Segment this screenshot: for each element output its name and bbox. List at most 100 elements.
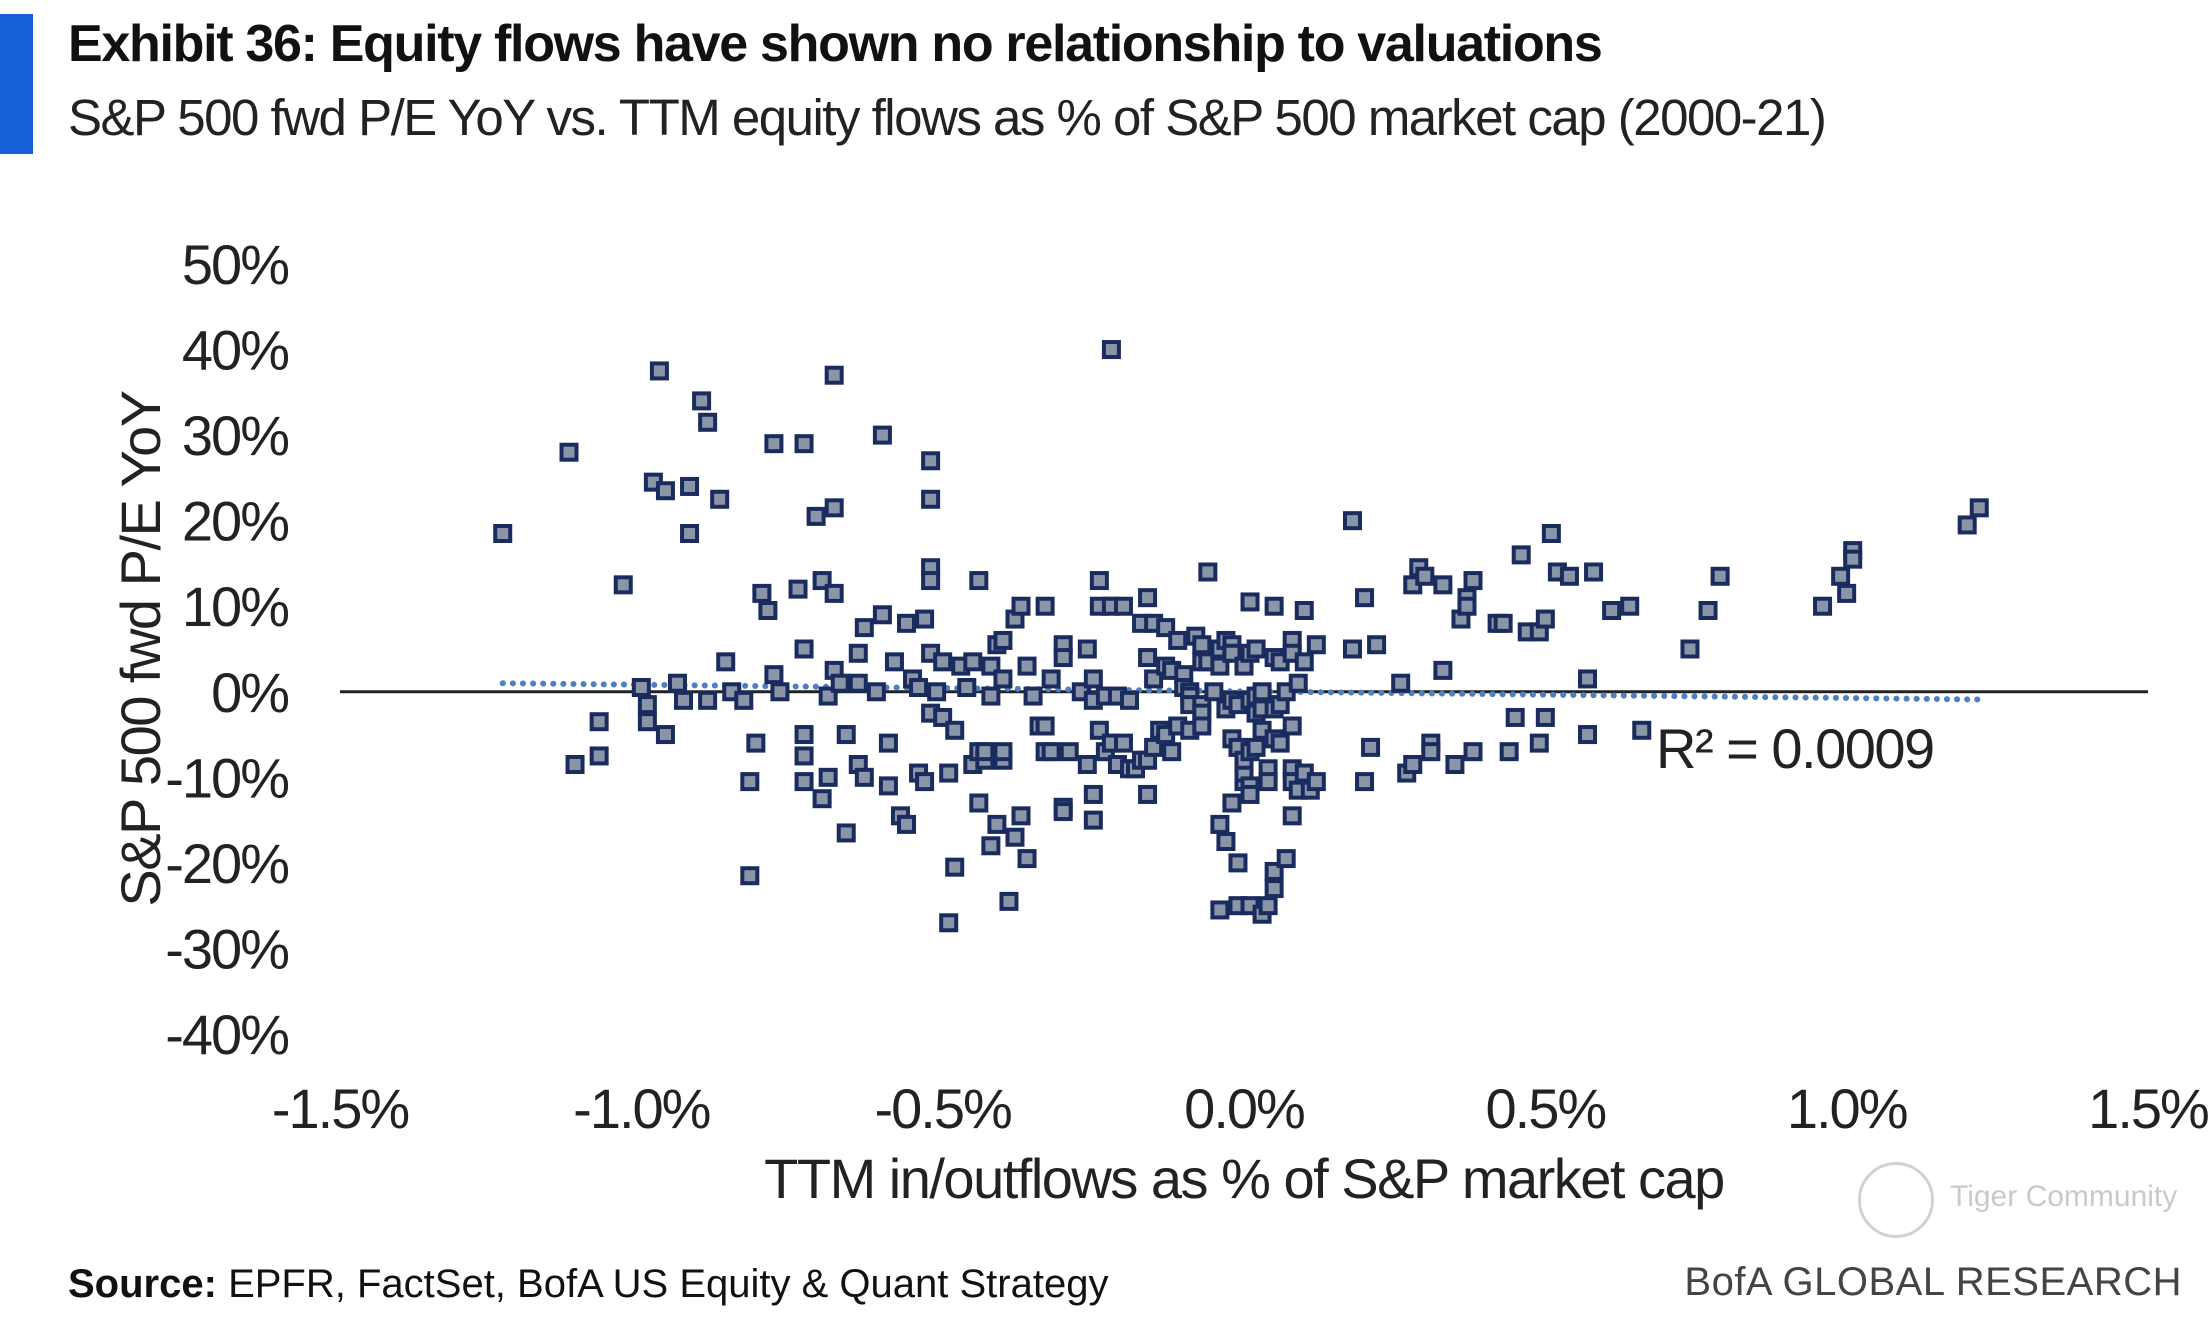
- scatter-point: [1017, 656, 1037, 676]
- scatter-point: [872, 425, 892, 445]
- watermark-text: Tiger Community: [1950, 1180, 2178, 1213]
- scatter-point: [1421, 742, 1441, 762]
- x-tick-label: 0.0%: [1184, 1077, 1304, 1140]
- x-axis-ticks: -1.5% -1.0% -0.5% 0.0% 0.5% 1.0% 1.5%: [272, 1077, 2210, 1140]
- y-axis-ticks: 50% 40% 30% 20% 10% 0% -10% -20% -30% -40%: [165, 233, 290, 1066]
- scatter-point: [752, 583, 772, 603]
- scatter-point: [824, 498, 844, 518]
- scatter-point: [740, 866, 760, 886]
- scatter-point: [674, 690, 694, 710]
- scatter-point: [1680, 639, 1700, 659]
- y-axis-title: S&P 500 fwd P/E YoY: [109, 390, 172, 906]
- scatter-point: [637, 695, 657, 715]
- scatter-point: [1698, 601, 1718, 620]
- scatter-point: [740, 772, 760, 792]
- scatter-point: [1535, 609, 1555, 629]
- scatter-point: [969, 571, 989, 591]
- scatter-point: [1361, 737, 1381, 757]
- scatter-point: [824, 583, 844, 603]
- scatter-point: [1837, 583, 1857, 603]
- y-tick-label: -40%: [165, 1003, 288, 1066]
- scatter-point: [692, 391, 712, 411]
- scatter-point: [589, 746, 609, 766]
- scatter-point: [1264, 596, 1284, 616]
- scatter-point: [884, 652, 904, 672]
- scatter-point: [1463, 742, 1483, 762]
- scatter-point: [493, 524, 513, 543]
- scatter-point: [993, 630, 1013, 650]
- scatter-point: [1053, 802, 1073, 822]
- scatter-point: [758, 601, 778, 620]
- scatter-point: [999, 891, 1019, 911]
- scatter-point: [1035, 596, 1055, 616]
- scatter-point: [818, 767, 838, 787]
- scatter-point: [1282, 716, 1302, 736]
- scatter-point: [680, 524, 700, 543]
- scatter-point: [1535, 707, 1555, 727]
- scatter-point: [921, 571, 941, 591]
- scatter-point: [1270, 733, 1290, 753]
- scatter-point: [1415, 566, 1435, 586]
- scatter-point: [806, 506, 826, 526]
- scatter-point: [1168, 630, 1188, 650]
- x-tick-label: 0.5%: [1486, 1077, 1606, 1140]
- scatter-point: [969, 793, 989, 813]
- scatter-point: [1493, 613, 1513, 633]
- scatter-point: [1041, 742, 1061, 762]
- scatter-point: [613, 575, 633, 595]
- scatter-point: [764, 434, 784, 454]
- scatter-point: [764, 665, 784, 685]
- scatter-point: [987, 814, 1007, 834]
- scatter-point: [1403, 755, 1423, 774]
- scatter-point: [1101, 340, 1121, 360]
- scatter-point: [812, 789, 832, 809]
- scatter-point: [1306, 635, 1326, 655]
- y-tick-label: 30%: [182, 404, 288, 467]
- scatter-point: [1246, 639, 1266, 659]
- scatter-point: [637, 712, 657, 732]
- scatter-point: [921, 451, 941, 471]
- scatter-point: [1367, 635, 1387, 655]
- scatter-point: [921, 489, 941, 509]
- scatter-point: [1083, 810, 1103, 830]
- scatter-point: [1222, 793, 1242, 813]
- scatter-point: [631, 678, 651, 697]
- scatter-point: [680, 476, 700, 496]
- r-squared-annotation: R² = 0.0009: [1656, 717, 1934, 780]
- scatter-point: [1216, 832, 1236, 851]
- scatter-point: [794, 772, 814, 792]
- scatter-point: [1077, 755, 1097, 774]
- scatter-points: [493, 340, 1989, 933]
- x-axis-title: TTM in/outflows as % of S&P market cap: [764, 1147, 1724, 1210]
- scatter-point: [698, 412, 718, 432]
- scatter-point: [1294, 601, 1314, 620]
- scatter-point: [945, 720, 965, 740]
- scatter-point: [915, 609, 935, 629]
- scatter-point: [794, 746, 814, 766]
- scatter-point: [1210, 900, 1230, 920]
- x-tick-label: 1.0%: [1787, 1077, 1907, 1140]
- scatter-point: [1059, 742, 1079, 762]
- scatter-point: [559, 442, 579, 462]
- scatter-point: [1282, 806, 1302, 826]
- scatter-point: [1264, 879, 1284, 899]
- scatter-point: [939, 913, 959, 933]
- scatter-point: [897, 613, 917, 633]
- source-footnote: Source: EPFR, FactSet, BofA US Equity & …: [68, 1262, 1108, 1307]
- scatter-point: [854, 618, 874, 638]
- scatter-point: [1831, 566, 1851, 586]
- source-text: EPFR, FactSet, BofA US Equity & Quant St…: [228, 1262, 1109, 1306]
- scatter-point: [1011, 596, 1031, 616]
- scatter-point: [716, 652, 736, 672]
- scatter-point: [1228, 853, 1248, 873]
- scatter-point: [975, 742, 995, 762]
- scatter-point: [993, 669, 1013, 689]
- scatter-point: [915, 772, 935, 792]
- y-tick-label: -10%: [165, 746, 288, 809]
- scatter-point: [1632, 720, 1652, 740]
- scatter-point: [1210, 814, 1230, 834]
- scatter-point: [1710, 566, 1730, 586]
- scatter-point: [1294, 652, 1314, 672]
- scatter-point: [698, 690, 718, 710]
